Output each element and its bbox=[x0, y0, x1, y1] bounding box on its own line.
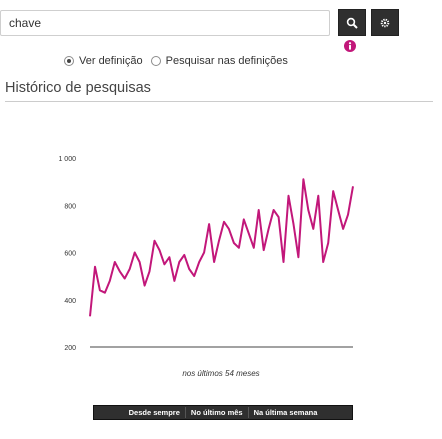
gear-icon bbox=[380, 18, 390, 27]
search-button[interactable] bbox=[338, 9, 366, 36]
radio-label: Ver definição bbox=[79, 55, 143, 67]
time-range-selector: Desde sempre No último mês Na última sem… bbox=[93, 405, 353, 420]
search-input[interactable] bbox=[0, 10, 330, 36]
radio-label: Pesquisar nas definições bbox=[165, 55, 288, 67]
y-tick-label: 1 000 bbox=[58, 156, 76, 163]
y-tick-label: 600 bbox=[64, 251, 76, 258]
radio-indicator[interactable] bbox=[150, 56, 161, 66]
history-title: Histórico de pesquisas bbox=[5, 80, 151, 96]
section-divider bbox=[5, 101, 433, 102]
radio-ver-definicao[interactable]: Ver definição bbox=[64, 55, 143, 67]
settings-button[interactable] bbox=[371, 9, 399, 36]
info-icon[interactable] bbox=[344, 40, 356, 52]
range-tab-last-week[interactable]: Na última semana bbox=[253, 408, 318, 417]
range-tab-last-month[interactable]: No último mês bbox=[186, 407, 249, 418]
range-tab-all-time[interactable]: Desde sempre bbox=[124, 407, 186, 418]
radio-pesquisar-definicoes[interactable]: Pesquisar nas definições bbox=[150, 55, 288, 67]
magnifier-icon bbox=[346, 17, 358, 29]
radio-indicator[interactable] bbox=[64, 56, 74, 66]
definition-mode-group: Ver definição Pesquisar nas definições bbox=[64, 55, 296, 67]
y-tick-label: 800 bbox=[64, 203, 76, 210]
y-tick-label: 400 bbox=[64, 298, 76, 305]
y-tick-label: 200 bbox=[64, 345, 76, 352]
search-history-chart: 200 400 600 800 1 000 bbox=[58, 156, 354, 352]
chart-caption: nos últimos 54 meses bbox=[182, 369, 260, 378]
series-line bbox=[89, 178, 354, 317]
